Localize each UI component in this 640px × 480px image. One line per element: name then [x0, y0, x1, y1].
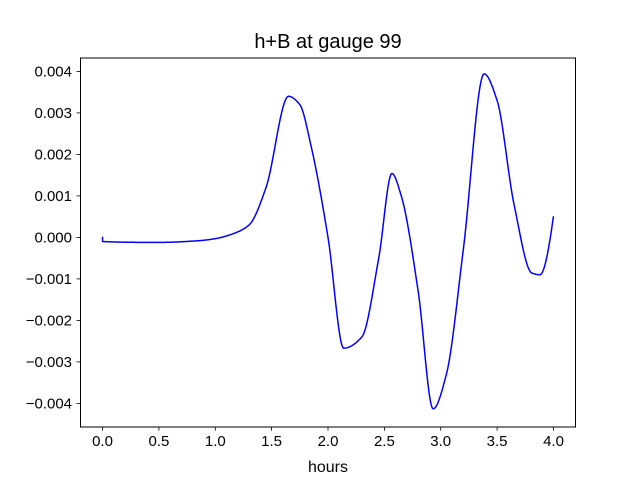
svg-text:−0.004: −0.004 — [26, 395, 72, 412]
svg-text:0.000: 0.000 — [34, 229, 72, 246]
svg-text:4.0: 4.0 — [543, 433, 564, 450]
svg-text:−0.001: −0.001 — [26, 271, 72, 288]
svg-text:2.0: 2.0 — [318, 433, 339, 450]
svg-text:3.0: 3.0 — [430, 433, 451, 450]
svg-text:0.003: 0.003 — [34, 105, 72, 122]
svg-text:0.0: 0.0 — [92, 433, 113, 450]
svg-text:−0.003: −0.003 — [26, 354, 72, 371]
svg-text:0.5: 0.5 — [148, 433, 169, 450]
svg-text:3.5: 3.5 — [487, 433, 508, 450]
svg-text:0.002: 0.002 — [34, 146, 72, 163]
svg-text:2.5: 2.5 — [374, 433, 395, 450]
svg-text:0.001: 0.001 — [34, 188, 72, 205]
svg-text:−0.002: −0.002 — [26, 312, 72, 329]
svg-text:1.5: 1.5 — [261, 433, 282, 450]
svg-text:1.0: 1.0 — [205, 433, 226, 450]
svg-text:hours: hours — [308, 459, 348, 476]
svg-text:0.004: 0.004 — [34, 63, 72, 80]
svg-text:h+B at gauge 99: h+B at gauge 99 — [254, 31, 401, 53]
